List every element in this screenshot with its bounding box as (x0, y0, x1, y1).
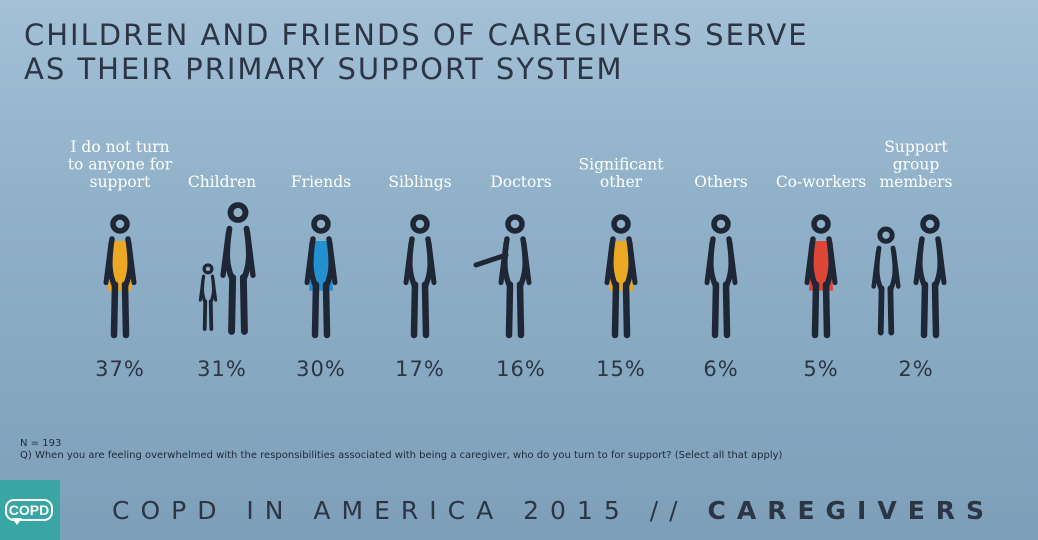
category-label-5-line-1: other (600, 173, 643, 191)
category-label-0-line-0: I do not turn (70, 138, 169, 156)
survey-question-note: Q) When you are feeling overwhelmed with… (20, 450, 783, 461)
footer-brand-bold: CAREGIVERS (707, 496, 996, 525)
category-label-5-line-0: Significant (579, 156, 665, 174)
footer-bar: COPD COPD IN AMERICA 2015 // CAREGIVERS (0, 480, 1038, 540)
value-label-3: 17% (395, 357, 445, 381)
figure-person-red-icon (804, 214, 838, 339)
figure-child-and-adult-icon (198, 202, 256, 335)
value-label-6: 6% (703, 357, 738, 381)
speech-bubble-icon (5, 499, 53, 521)
figure-two-people-icon (871, 214, 947, 339)
value-label-2: 30% (296, 357, 346, 381)
category-label-8-line-0: Support (884, 138, 948, 156)
category-label-8-line-1: group (893, 156, 940, 174)
figure-person-yellow-icon (604, 214, 638, 339)
category-label-0-line-2: support (90, 173, 152, 191)
copd-logo: COPD (0, 480, 60, 540)
value-label-1: 31% (197, 357, 247, 381)
figure-person-pointing-icon (473, 214, 532, 339)
value-label-0: 37% (95, 357, 145, 381)
chart-notes: N = 193 Q) When you are feeling overwhel… (20, 438, 782, 462)
value-label-7: 5% (803, 357, 838, 381)
category-label-8-line-2: members (879, 173, 952, 191)
figure-person-icon (704, 214, 738, 339)
category-label-3-line-0: Siblings (388, 173, 451, 191)
category-label-0-line-1: to anyone for (68, 156, 173, 174)
footer-brand: COPD IN AMERICA 2015 // CAREGIVERS (112, 496, 995, 525)
category-label-7-line-0: Co-workers (776, 173, 866, 191)
logo-text: COPD (8, 502, 50, 518)
figure-person-blue-icon (304, 214, 338, 339)
figure-person-icon (403, 214, 437, 339)
footer-brand-regular: COPD IN AMERICA 2015 // (112, 496, 708, 525)
category-label-4-line-0: Doctors (490, 173, 551, 191)
speech-bubble-tail (12, 518, 22, 525)
sample-size-note: N = 193 (20, 438, 62, 449)
value-label-4: 16% (496, 357, 546, 381)
title-line-2: AS THEIR PRIMARY SUPPORT SYSTEM (24, 52, 624, 86)
value-label-5: 15% (596, 357, 646, 381)
category-label-2-line-0: Friends (291, 173, 351, 191)
title-line-1: CHILDREN AND FRIENDS OF CAREGIVERS SERVE (24, 18, 809, 52)
category-label-1-line-0: Children (188, 173, 256, 191)
figure-person-yellow-icon (103, 214, 137, 339)
value-label-8: 2% (898, 357, 933, 381)
category-label-6-line-0: Others (694, 173, 748, 191)
chart-title: CHILDREN AND FRIENDS OF CAREGIVERS SERVE… (24, 18, 924, 86)
